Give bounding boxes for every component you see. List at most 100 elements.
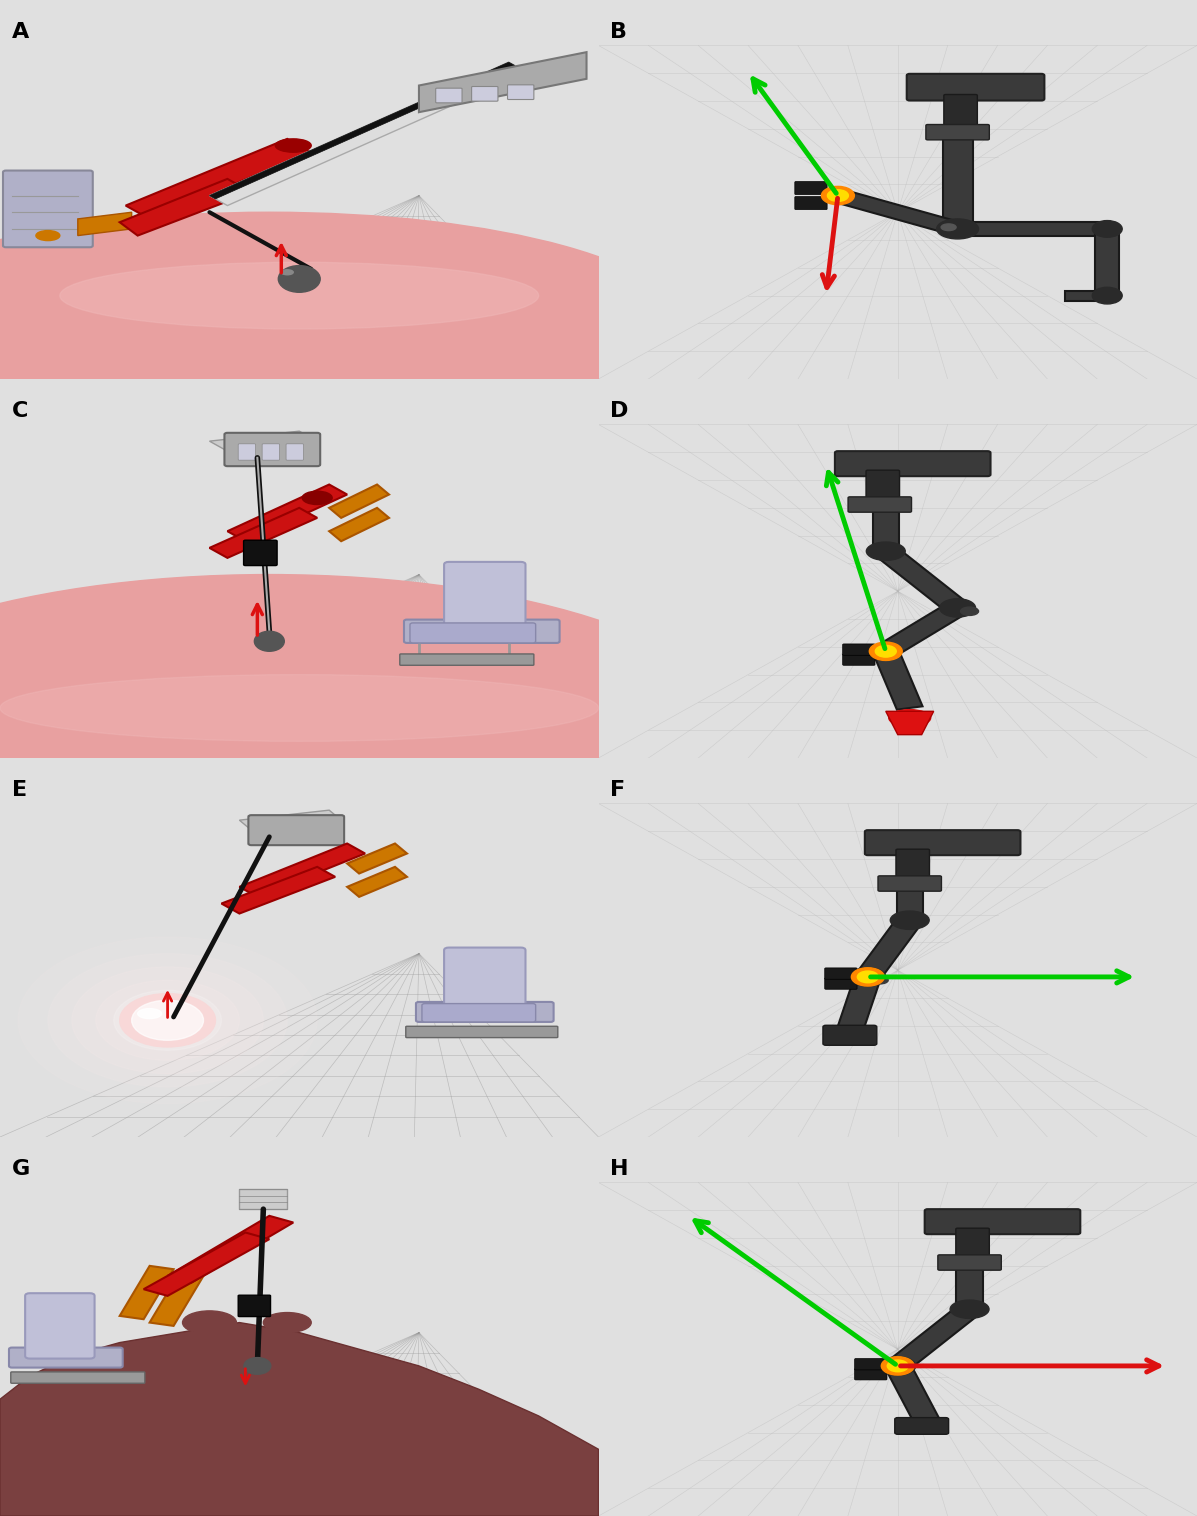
Polygon shape: [1065, 291, 1107, 300]
Polygon shape: [958, 223, 1107, 235]
FancyBboxPatch shape: [11, 1372, 145, 1383]
Ellipse shape: [48, 954, 287, 1087]
Ellipse shape: [254, 631, 284, 652]
FancyBboxPatch shape: [895, 849, 929, 881]
Polygon shape: [168, 1216, 293, 1283]
Ellipse shape: [850, 967, 886, 985]
FancyBboxPatch shape: [2, 171, 93, 247]
Polygon shape: [347, 867, 407, 897]
Polygon shape: [419, 52, 587, 112]
Ellipse shape: [871, 976, 888, 984]
FancyBboxPatch shape: [406, 1026, 558, 1037]
FancyBboxPatch shape: [286, 444, 304, 461]
FancyBboxPatch shape: [824, 1025, 876, 1046]
Ellipse shape: [857, 972, 879, 982]
Polygon shape: [144, 1233, 269, 1296]
FancyBboxPatch shape: [403, 620, 559, 643]
Polygon shape: [875, 547, 968, 612]
Ellipse shape: [936, 218, 979, 240]
FancyBboxPatch shape: [825, 967, 857, 979]
Text: A: A: [12, 21, 29, 42]
Polygon shape: [885, 1364, 941, 1425]
Ellipse shape: [940, 599, 976, 617]
FancyBboxPatch shape: [795, 182, 827, 194]
Ellipse shape: [278, 265, 320, 293]
Polygon shape: [943, 139, 972, 229]
Ellipse shape: [132, 1001, 203, 1040]
Polygon shape: [78, 212, 132, 235]
Polygon shape: [876, 603, 967, 656]
Ellipse shape: [869, 643, 903, 661]
Polygon shape: [886, 711, 934, 735]
Ellipse shape: [827, 190, 849, 202]
FancyBboxPatch shape: [249, 816, 345, 846]
Polygon shape: [221, 867, 335, 914]
FancyBboxPatch shape: [472, 86, 498, 102]
Polygon shape: [833, 190, 962, 235]
FancyBboxPatch shape: [444, 948, 525, 1013]
Ellipse shape: [875, 646, 897, 656]
Polygon shape: [209, 62, 527, 206]
FancyBboxPatch shape: [417, 1002, 553, 1022]
FancyBboxPatch shape: [508, 85, 534, 100]
Polygon shape: [120, 179, 251, 235]
Polygon shape: [887, 1305, 980, 1370]
Polygon shape: [329, 508, 389, 541]
Ellipse shape: [887, 1360, 909, 1372]
FancyBboxPatch shape: [225, 434, 320, 467]
FancyBboxPatch shape: [444, 562, 525, 634]
FancyBboxPatch shape: [943, 94, 977, 130]
Ellipse shape: [60, 262, 539, 329]
Ellipse shape: [881, 1357, 915, 1375]
Polygon shape: [239, 843, 365, 897]
Text: C: C: [12, 400, 29, 421]
FancyBboxPatch shape: [400, 653, 534, 666]
Ellipse shape: [851, 967, 885, 985]
Ellipse shape: [891, 911, 929, 929]
Ellipse shape: [182, 1311, 236, 1334]
Text: G: G: [12, 1158, 30, 1179]
Polygon shape: [873, 649, 923, 709]
Ellipse shape: [72, 967, 263, 1073]
Bar: [0, 708, 598, 758]
Polygon shape: [209, 62, 515, 199]
FancyBboxPatch shape: [924, 1210, 1080, 1234]
FancyBboxPatch shape: [843, 644, 875, 655]
Ellipse shape: [867, 543, 905, 561]
Polygon shape: [897, 890, 923, 920]
FancyBboxPatch shape: [436, 88, 462, 103]
Text: D: D: [610, 400, 628, 421]
Polygon shape: [126, 139, 311, 218]
Ellipse shape: [950, 1301, 989, 1319]
FancyBboxPatch shape: [938, 1255, 1001, 1270]
Ellipse shape: [132, 1001, 203, 1040]
FancyBboxPatch shape: [238, 1295, 271, 1316]
Polygon shape: [239, 810, 341, 831]
Ellipse shape: [244, 1358, 271, 1373]
Ellipse shape: [960, 606, 978, 615]
Polygon shape: [873, 511, 899, 552]
FancyBboxPatch shape: [865, 470, 900, 502]
FancyBboxPatch shape: [894, 1417, 948, 1434]
Ellipse shape: [18, 937, 317, 1104]
Polygon shape: [209, 431, 317, 452]
FancyBboxPatch shape: [795, 197, 827, 209]
Ellipse shape: [96, 981, 239, 1060]
Text: B: B: [610, 21, 627, 42]
Polygon shape: [227, 485, 347, 541]
Ellipse shape: [36, 230, 60, 241]
Ellipse shape: [821, 186, 855, 205]
FancyBboxPatch shape: [243, 540, 277, 565]
Ellipse shape: [0, 675, 598, 741]
Text: F: F: [610, 779, 626, 800]
FancyBboxPatch shape: [825, 978, 857, 990]
Polygon shape: [1095, 229, 1119, 296]
FancyBboxPatch shape: [907, 74, 1044, 100]
Ellipse shape: [0, 212, 688, 446]
Polygon shape: [239, 1189, 287, 1210]
FancyBboxPatch shape: [864, 831, 1020, 855]
FancyBboxPatch shape: [847, 497, 912, 512]
FancyBboxPatch shape: [855, 1358, 887, 1370]
Polygon shape: [856, 917, 922, 979]
FancyBboxPatch shape: [10, 1348, 123, 1367]
